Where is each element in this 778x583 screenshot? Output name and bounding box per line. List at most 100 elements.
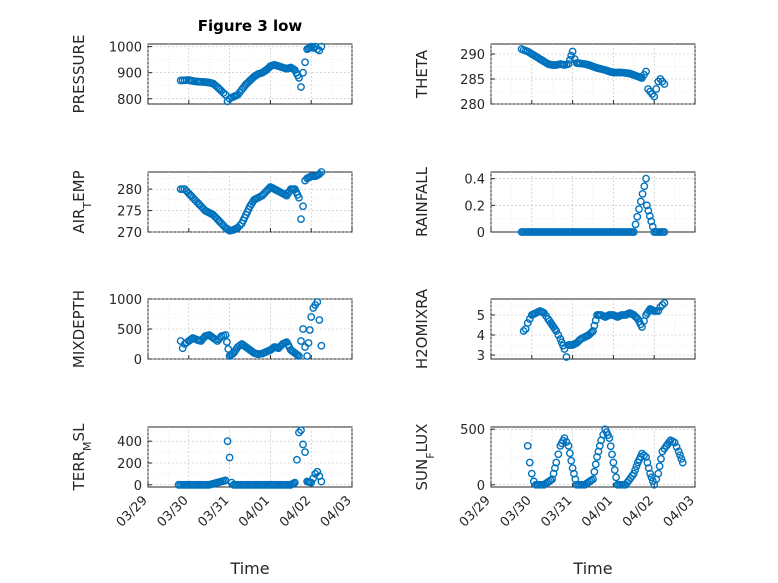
x-tick-label: 04/02: [620, 493, 657, 530]
data-point: [303, 352, 312, 360]
panels: 800 900 1000 PRESSURE 280 285 290 THETA 270 275 28…: [70, 35, 698, 531]
data-point: [590, 467, 599, 476]
y-tick-label: 1000: [109, 293, 142, 308]
y-tick-label: 3: [477, 349, 485, 364]
data-point: [590, 321, 599, 330]
data-point: [672, 443, 681, 451]
data-point: [665, 438, 674, 447]
data-point: [629, 469, 638, 478]
y-tick-label: 275: [117, 205, 142, 220]
data-point: [638, 190, 647, 198]
y-label-h2omixra: H2OMIXRA: [413, 288, 431, 369]
data-point: [295, 352, 303, 360]
x-label-left: Time: [229, 559, 269, 578]
data-point: [188, 193, 197, 202]
data-point: [562, 353, 571, 361]
x-tick-label: 03/29: [457, 493, 494, 530]
data-point: [299, 202, 307, 211]
data-point: [676, 451, 684, 460]
y-tick-label: 285: [460, 73, 485, 88]
data-point: [554, 331, 563, 339]
data-point: [560, 434, 569, 443]
data-point: [295, 428, 303, 437]
data-point: [295, 193, 303, 202]
data-point: [299, 440, 307, 449]
data-point: [297, 83, 305, 91]
data-point: [301, 448, 309, 456]
x-tick-label: 03/31: [538, 493, 575, 530]
panel-sunflux: 0 500 03/29 03/30 03/31 04/01 04/02 04/03 SUNFLU…: [413, 423, 698, 530]
figure-title: Figure 3 low: [198, 17, 303, 35]
y-tick-label: 500: [460, 423, 485, 438]
data-point: [587, 328, 596, 337]
y-label-pressure: PRESSURE: [70, 35, 88, 114]
data-point: [657, 454, 665, 463]
y-tick-label: 0: [477, 226, 485, 241]
data-point: [527, 469, 536, 478]
data-point: [219, 89, 228, 97]
y-tick-label: 280: [460, 98, 485, 113]
data-point: [297, 426, 305, 435]
data-point: [315, 316, 324, 324]
y-tick-label: 0: [477, 479, 485, 494]
data-point: [525, 458, 534, 467]
y-tick-label: 5: [477, 309, 485, 324]
data-point: [660, 80, 669, 88]
data-point: [660, 228, 669, 236]
data-point: [660, 299, 669, 307]
x-tick-label: 03/29: [114, 493, 151, 530]
data-point: [568, 47, 577, 56]
panel-terr_msl: 0 200 400 03/29 03/30 03/31 04/01 04/02 04/03 TER…: [70, 423, 355, 530]
y-label-air_temp: AIRTEMP: [70, 170, 94, 233]
data-point: [654, 469, 663, 478]
data-point: [554, 450, 563, 459]
y-label-mixdepth: MIXDEPTH: [70, 290, 88, 368]
data-point: [562, 438, 571, 446]
data-point: [655, 462, 664, 471]
data-point: [629, 228, 638, 236]
panel-rainfall: 0 0.2 0.4 RAINFALL: [413, 166, 696, 241]
data-point: [224, 345, 233, 353]
y-tick-label: 290: [460, 48, 485, 63]
data-point: [299, 68, 307, 77]
data-point: [564, 60, 573, 68]
data-point: [552, 327, 561, 335]
data-point: [640, 451, 648, 460]
data-point: [642, 174, 650, 183]
data-point: [632, 462, 641, 471]
data-point: [313, 467, 322, 476]
data-point: [307, 313, 316, 321]
data-point: [631, 466, 640, 474]
y-tick-label: 0.2: [464, 199, 485, 214]
data-point: [315, 46, 324, 55]
data-point: [610, 466, 619, 474]
data-point: [608, 450, 616, 459]
x-tick-label: 03/30: [155, 493, 192, 530]
data-point: [217, 219, 226, 228]
data-point: [221, 331, 230, 339]
data-point: [523, 319, 532, 327]
data-point: [650, 92, 659, 101]
data-point: [678, 458, 687, 467]
data-point: [677, 454, 686, 463]
data-point: [656, 303, 665, 311]
data-point: [315, 170, 324, 179]
data-point: [636, 197, 645, 206]
data-point: [633, 212, 642, 221]
data-point: [564, 441, 573, 450]
x-tick-label: 04/03: [661, 493, 698, 530]
data-point: [317, 477, 326, 486]
data-point: [647, 473, 656, 482]
data-point: [290, 478, 299, 487]
x-tick-label: 04/01: [579, 493, 616, 530]
data-point: [658, 301, 667, 309]
data-point: [645, 212, 654, 220]
y-tick-label: 200: [117, 457, 142, 472]
y-tick-label: 900: [117, 67, 142, 82]
data-point: [552, 458, 561, 467]
data-point: [293, 351, 302, 359]
data-point: [654, 307, 663, 315]
data-point: [225, 453, 234, 462]
